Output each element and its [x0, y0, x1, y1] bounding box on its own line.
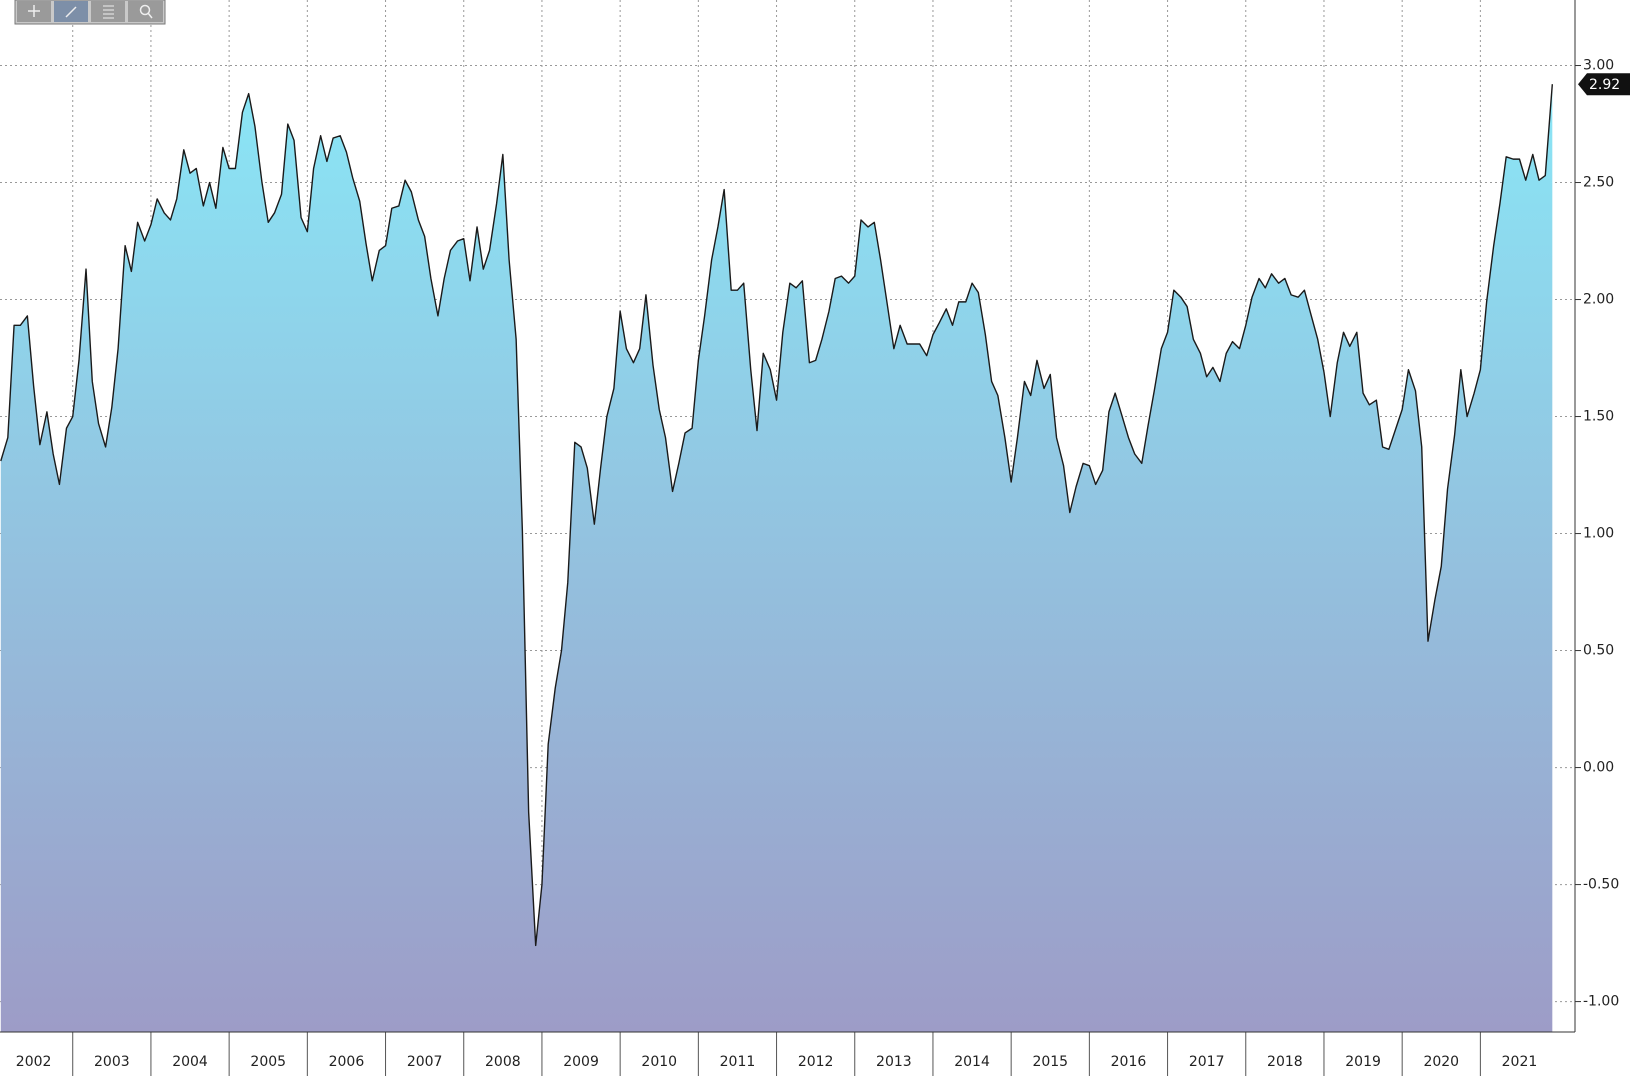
x-tick-label: 2010 [641, 1054, 677, 1070]
line [0, 84, 1554, 947]
zoom-icon [139, 4, 151, 16]
y-tick-label: 0.00 [1583, 760, 1614, 776]
toolbar [14, 0, 166, 25]
last-value-label: 2.92 [1589, 77, 1620, 93]
x-tick-label: 2003 [94, 1054, 130, 1070]
x-tick-label: 2020 [1423, 1054, 1459, 1070]
x-tick-label: 2007 [407, 1054, 443, 1070]
x-tick-label: 2016 [1111, 1054, 1147, 1070]
zoom-icon-handle [147, 12, 153, 19]
x-tick-label: 2012 [798, 1054, 834, 1070]
x-tick-label: 2019 [1345, 1054, 1381, 1070]
x-tick-label: 2018 [1267, 1054, 1303, 1070]
x-tick-label: 2021 [1502, 1054, 1538, 1070]
x-tick-label: 2013 [876, 1054, 912, 1070]
x-tick-label: 2008 [485, 1054, 521, 1070]
series [0, 84, 1554, 1033]
y-tick-label: 1.50 [1583, 409, 1614, 425]
y-tick-label: -1.00 [1583, 994, 1619, 1010]
zoom-button[interactable] [128, 1, 163, 22]
list-button[interactable] [91, 1, 125, 22]
area [0, 84, 1553, 1033]
x-tick-label: 2011 [720, 1054, 756, 1070]
y-tick-label: 2.00 [1583, 292, 1614, 308]
last-value-tag [1578, 73, 1630, 96]
x-tick-label: 2017 [1189, 1054, 1225, 1070]
y-tick-label: -0.50 [1583, 877, 1619, 893]
y-tick-label: 0.50 [1583, 643, 1614, 659]
y-tick-label: 2.50 [1583, 175, 1614, 191]
x-tick-label: 2005 [250, 1054, 286, 1070]
x-tick-label: 2006 [329, 1054, 365, 1070]
draw-icon [65, 6, 77, 18]
x-tick-label: 2009 [563, 1054, 599, 1070]
x-tick-label: 2015 [1032, 1054, 1068, 1070]
x-tick-label: 2004 [172, 1054, 208, 1070]
list-icon [103, 5, 114, 19]
y-tick-label: 3.00 [1583, 58, 1614, 74]
x-tick-label: 2014 [954, 1054, 990, 1070]
pan-icon [28, 5, 40, 17]
x-tick-label: 2002 [16, 1054, 52, 1070]
y-tick-label: 1.00 [1583, 526, 1614, 542]
